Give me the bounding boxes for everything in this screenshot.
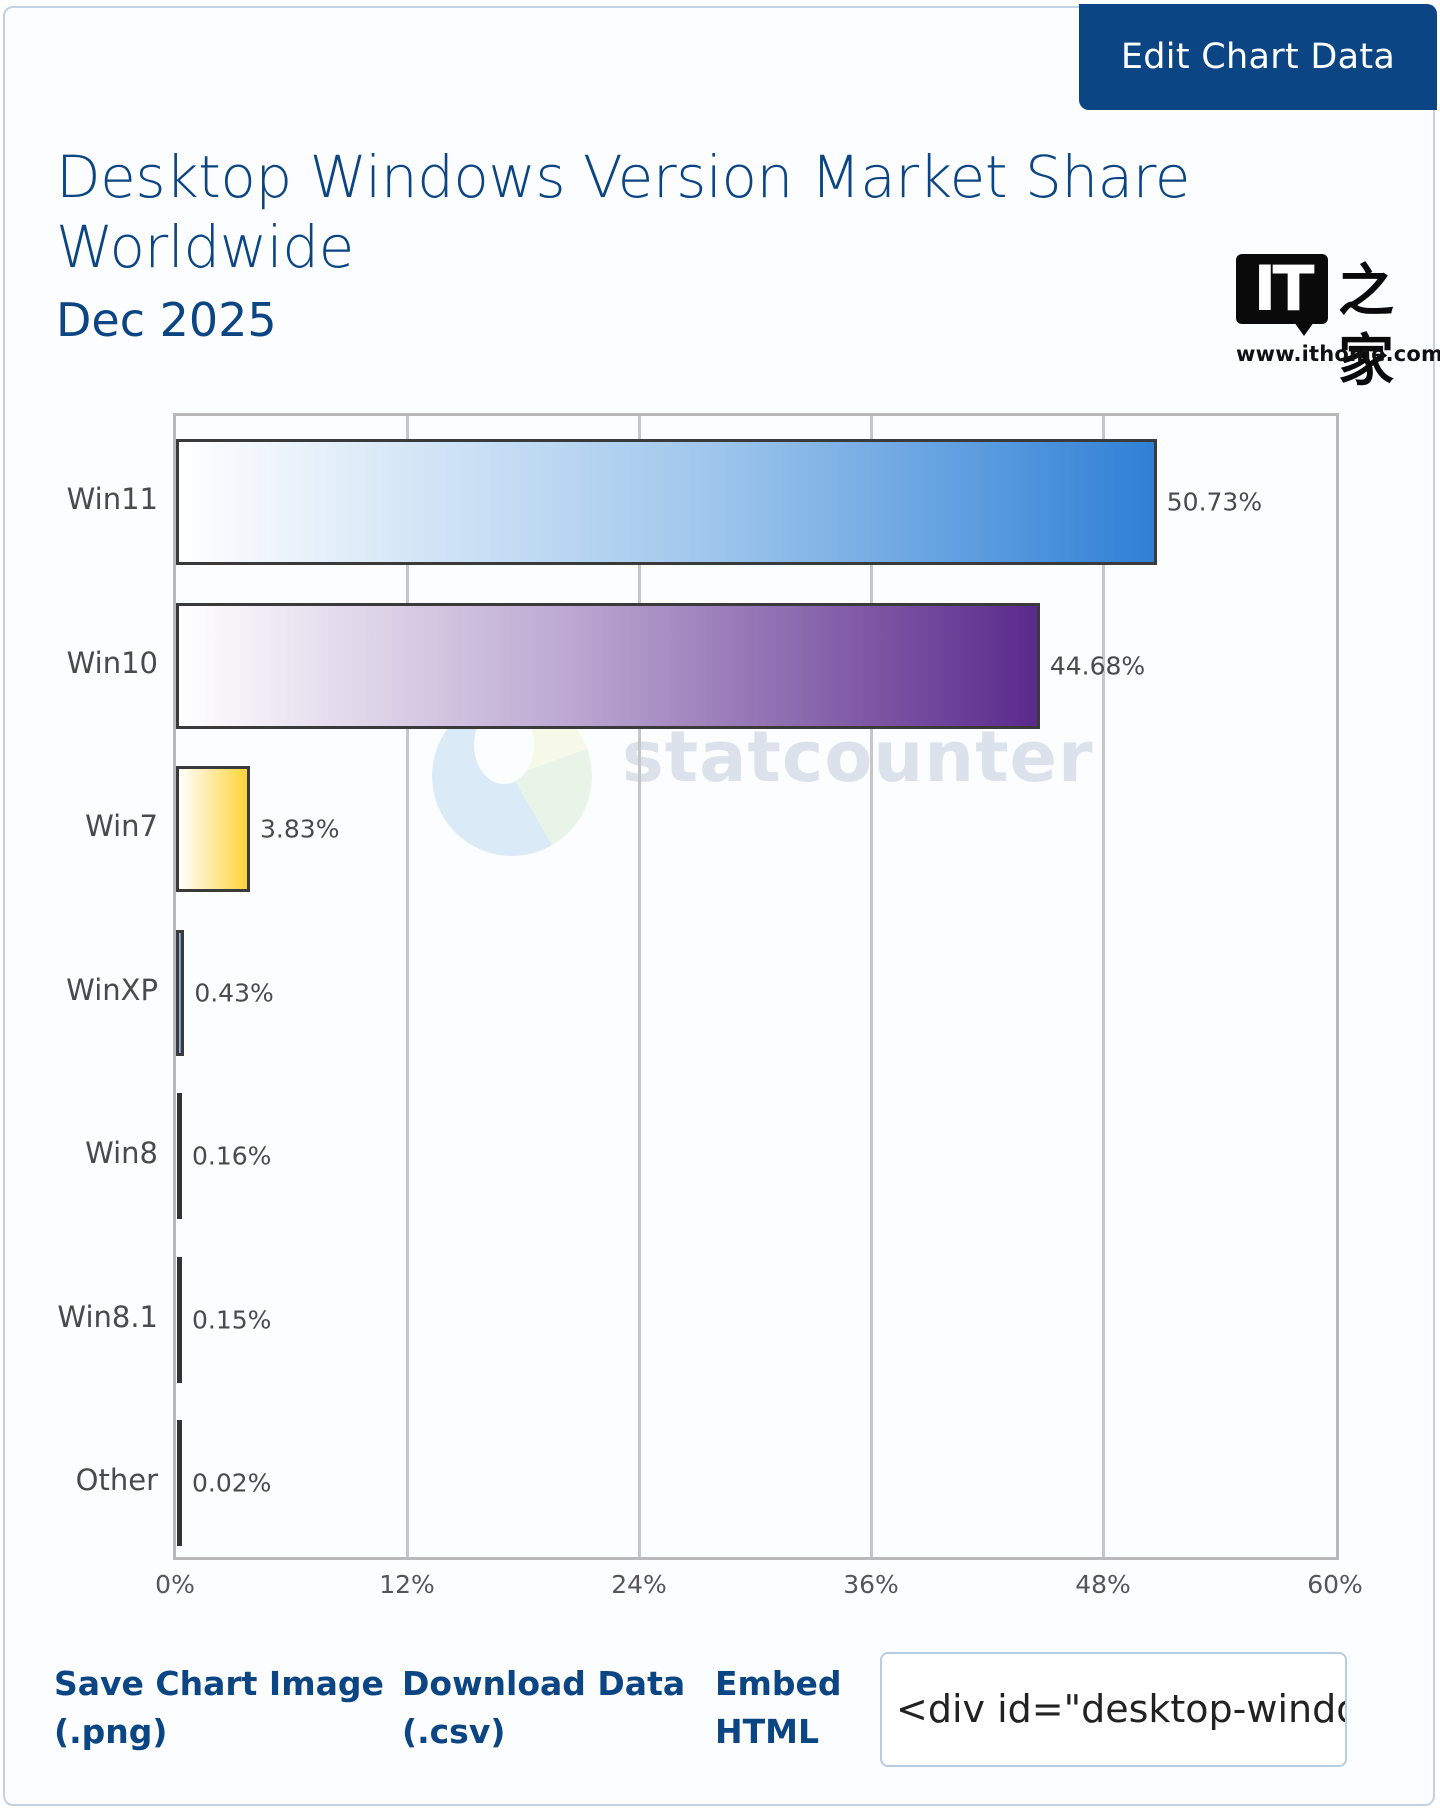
- bar-winxp[interactable]: [176, 929, 185, 1056]
- save-chart-image-label: Save Chart Image: [54, 1664, 384, 1703]
- category-label: WinXP: [66, 972, 158, 1007]
- plot-area: statcounter 50.73% 44.68% 3.83% 0.43% 0.16% 0…: [173, 413, 1339, 1560]
- bar-value-label: 0.02%: [192, 1468, 272, 1498]
- category-label: Win11: [66, 482, 158, 516]
- download-data-ext: (.csv): [402, 1712, 506, 1751]
- statcounter-watermark: statcounter: [432, 696, 1093, 896]
- download-data-link[interactable]: Download Data (.csv): [402, 1660, 685, 1756]
- download-data-label: Download Data: [402, 1664, 686, 1703]
- category-label: Win10: [66, 645, 158, 680]
- bar-win8[interactable]: [177, 1093, 182, 1219]
- chart-title-line1: Desktop Windows Version Market Share: [56, 143, 1190, 211]
- chart-title: Desktop Windows Version Market Share Wor…: [56, 142, 1216, 282]
- save-chart-image-ext: (.png): [54, 1712, 168, 1751]
- chart-subtitle: Dec 2025: [56, 293, 277, 347]
- ithome-url: www.ithome.com: [1236, 342, 1440, 366]
- ithome-cn-text: 之家: [1338, 258, 1394, 394]
- x-tick-label: 0%: [155, 1570, 195, 1599]
- bar-value-label: 0.15%: [192, 1305, 272, 1334]
- x-tick-label: 48%: [1075, 1570, 1131, 1599]
- x-tick-label: 60%: [1307, 1570, 1363, 1599]
- category-label: Win7: [85, 809, 158, 843]
- ithome-logo: IT 之家 www.ithome.com: [1236, 254, 1440, 394]
- category-label: Other: [75, 1463, 158, 1497]
- embed-label-line1: Embed: [715, 1664, 842, 1703]
- gridline: [638, 416, 641, 1557]
- gridline: [1102, 416, 1105, 1557]
- embed-html-label: Embed HTML: [715, 1660, 842, 1756]
- bar-value-label: 0.43%: [194, 978, 274, 1007]
- category-label: Win8.1: [57, 1299, 158, 1334]
- embed-code-input[interactable]: <div id="desktop-windows-version-ww-mont…: [880, 1652, 1347, 1767]
- x-tick-label: 36%: [843, 1570, 899, 1599]
- bar-win11[interactable]: [176, 439, 1157, 565]
- category-label: Win8: [85, 1136, 158, 1170]
- bar-value-label: 3.83%: [260, 814, 340, 844]
- bar-value-label: 0.16%: [192, 1141, 272, 1171]
- ithome-it-icon: IT: [1236, 254, 1328, 324]
- bar-other[interactable]: [177, 1420, 182, 1546]
- chart-title-line2: Worldwide: [56, 213, 354, 281]
- edit-chart-data-button[interactable]: Edit Chart Data: [1079, 4, 1437, 110]
- bar-win10[interactable]: [176, 602, 1040, 729]
- bar-win81[interactable]: [177, 1256, 182, 1383]
- x-tick-label: 12%: [379, 1570, 435, 1599]
- bar-win7[interactable]: [176, 766, 251, 892]
- save-chart-image-link[interactable]: Save Chart Image (.png): [54, 1660, 384, 1756]
- gridline: [870, 416, 873, 1557]
- bar-value-label: 50.73%: [1166, 487, 1263, 517]
- speech-bubble-tail-icon: [1294, 322, 1314, 336]
- bar-value-label: 44.68%: [1049, 651, 1146, 680]
- gridline: [406, 416, 409, 1557]
- x-tick-label: 24%: [611, 1570, 667, 1599]
- embed-label-line2: HTML: [715, 1712, 819, 1751]
